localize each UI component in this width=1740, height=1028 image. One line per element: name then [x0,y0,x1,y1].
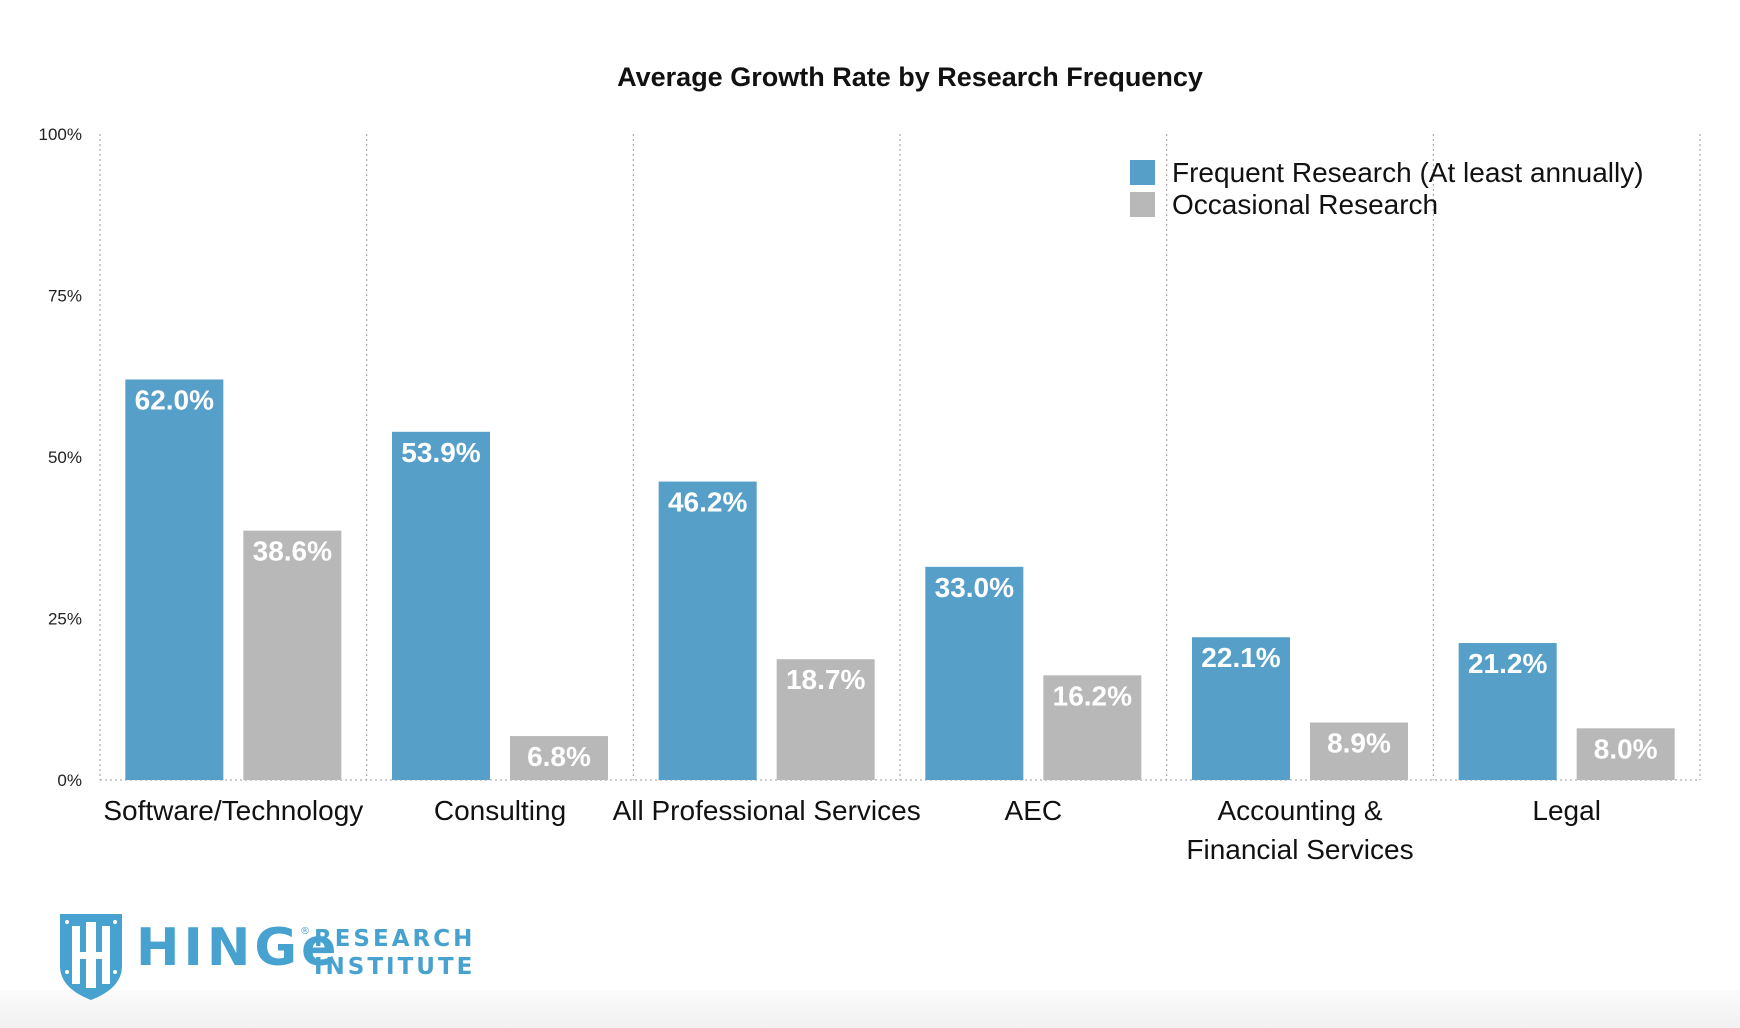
bar [776,659,875,780]
y-axis: 0% 25% 50% 75% 100% [39,125,82,790]
shield-icon [60,914,122,1000]
bar [125,379,224,780]
hinge-research-institute-logo: HINGe ® RESEARCH INSTITUTE [52,910,532,1010]
data-label: 16.2% [1053,680,1132,711]
bar [925,566,1024,780]
data-label: 62.0% [135,384,214,415]
logo-line-institute: INSTITUTE [314,954,476,980]
bar [1192,637,1290,780]
logo-registered-mark: ® [300,926,310,937]
bar [1576,728,1675,780]
footer-band [0,990,1740,1028]
data-label: 18.7% [786,664,865,695]
x-tick-label: All Professional Services [613,795,921,826]
y-tick-label: 50% [48,448,82,467]
legend: Frequent Research (At least annually)Occ… [1130,157,1644,220]
data-labels: 62.0% 38.6% 53.9% 6.8% 46.2% 18.7% 33.0% 16.2% 2… [135,384,1658,772]
bars [125,379,1675,780]
data-label: 22.1% [1201,642,1280,673]
x-tick-label: Consulting [434,795,566,826]
x-axis: Software/Technology Consulting All Profess… [103,795,1601,865]
legend-swatch [1130,160,1155,185]
x-tick-label: Accounting & [1218,795,1383,826]
data-label: 33.0% [935,572,1014,603]
bar [1458,643,1557,780]
logo-wordmark: HINGe [136,918,341,978]
x-tick-label: Software/Technology [103,795,363,826]
y-tick-label: 75% [48,287,82,306]
y-tick-label: 0% [57,771,82,790]
data-label: 8.9% [1327,728,1391,759]
legend-swatch [1130,192,1155,217]
bar [392,431,490,780]
data-label: 8.0% [1594,733,1658,764]
legend-label: Occasional Research [1172,189,1438,220]
legend-label: Frequent Research (At least annually) [1172,157,1644,188]
data-label: 46.2% [668,487,747,518]
bar [1310,722,1408,780]
logo-line-research: RESEARCH [314,926,476,952]
data-label: 38.6% [253,536,332,567]
grid-lines [99,134,1701,781]
x-tick-label: AEC [1005,795,1063,826]
bar [243,530,342,780]
data-label: 21.2% [1468,648,1547,679]
y-tick-label: 100% [39,125,82,144]
y-tick-label: 25% [48,610,82,629]
x-tick-label: Legal [1532,795,1601,826]
data-label: 6.8% [527,741,591,772]
bar [510,736,608,780]
x-tick-label: Financial Services [1186,834,1413,865]
chart-title: Average Growth Rate by Research Frequenc… [617,62,1203,92]
bar [658,481,757,780]
bar [1043,675,1142,780]
data-label: 53.9% [401,437,480,468]
